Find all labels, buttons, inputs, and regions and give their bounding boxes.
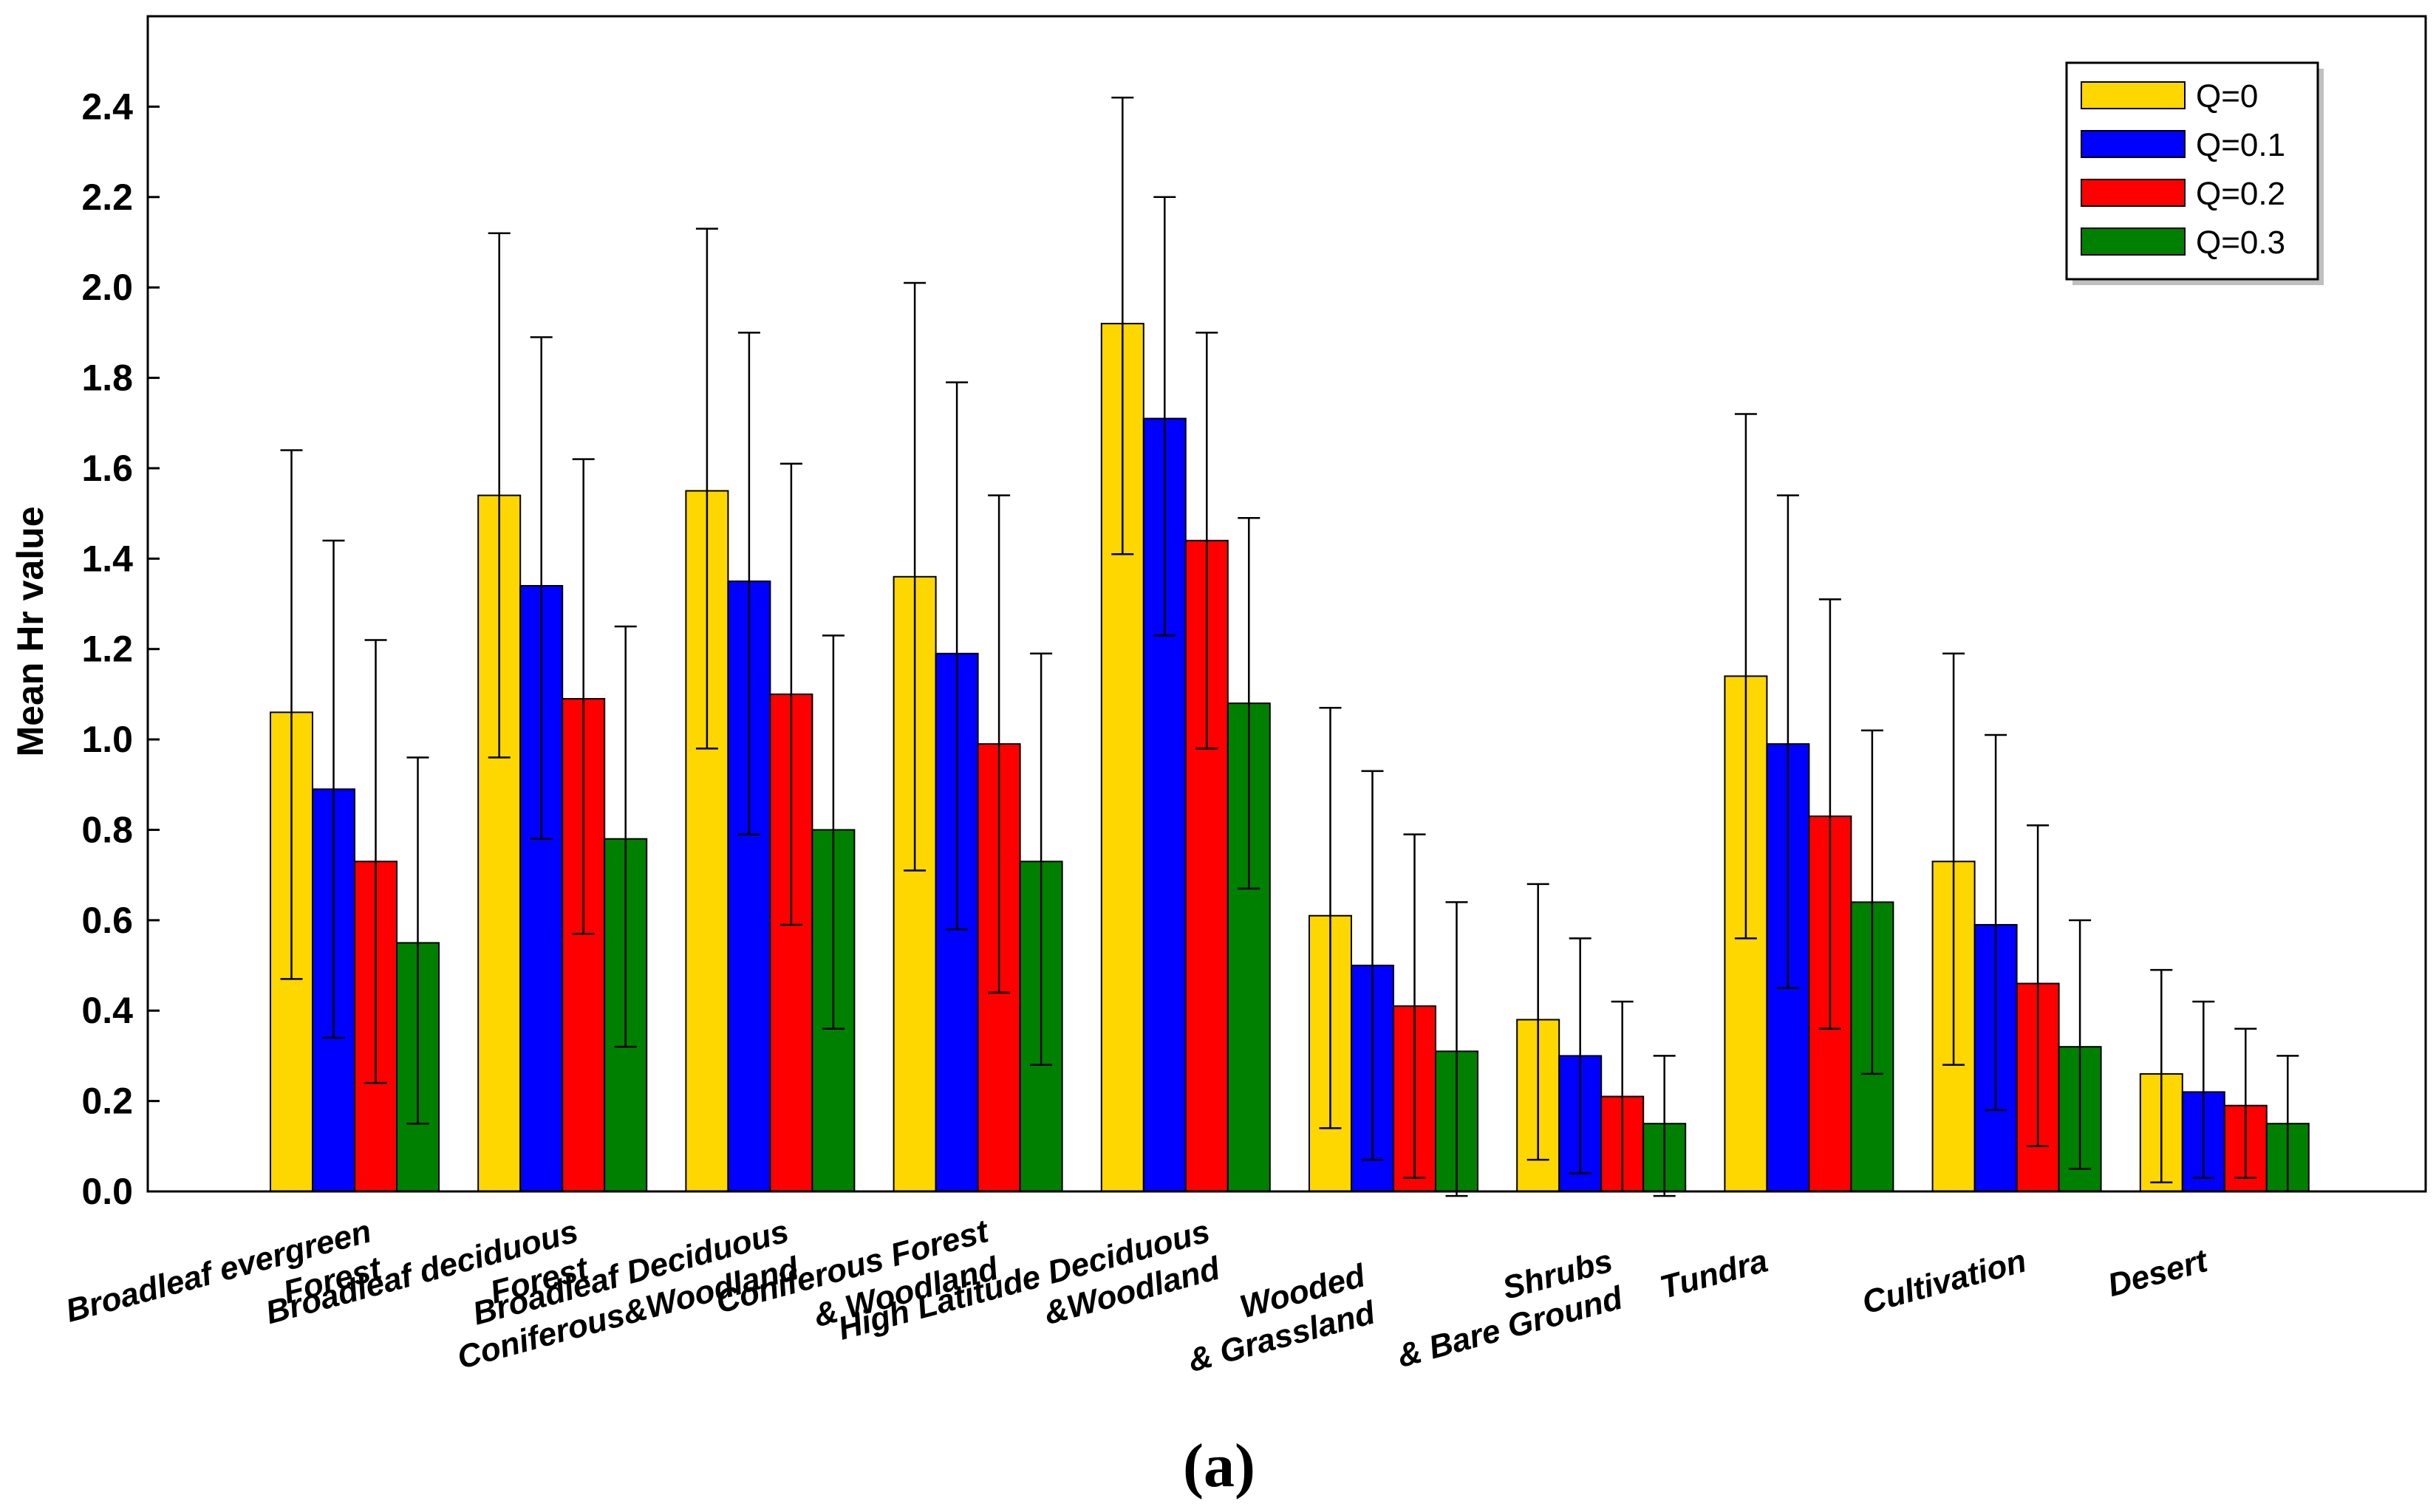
- y-tick-label: 0.0: [81, 1171, 133, 1212]
- legend-label: Q=0.3: [2196, 225, 2285, 261]
- legend-swatch: [2081, 81, 2186, 109]
- y-tick-label: 2.0: [81, 267, 133, 308]
- y-tick-label: 1.8: [81, 358, 133, 399]
- legend-swatch: [2081, 130, 2186, 158]
- legend-label: Q=0: [2196, 78, 2258, 114]
- legend-label: Q=0.2: [2196, 176, 2285, 212]
- y-tick-label: 1.0: [81, 719, 133, 760]
- figure-caption: (a): [1183, 1431, 1255, 1500]
- legend-label: Q=0.1: [2196, 127, 2285, 163]
- y-axis-label: Mean Hr value: [10, 506, 51, 756]
- y-tick-label: 1.4: [81, 538, 133, 579]
- y-tick-label: 1.2: [81, 629, 133, 670]
- y-axis: 0.0 0.2 0.4 0.6 0.8 1.0 1.2 1.4 1.6 1.8 2.0 2.2 2.4: [81, 86, 160, 1212]
- legend: Q=0 Q=0.1 Q=0.2 Q=0.3: [2065, 61, 2324, 285]
- legend-swatch: [2081, 179, 2186, 207]
- y-tick-label: 0.2: [81, 1081, 133, 1122]
- y-tick-label: 2.4: [81, 86, 133, 127]
- y-tick-label: 0.4: [81, 990, 133, 1031]
- y-tick-label: 2.2: [81, 177, 133, 218]
- y-tick-label: 0.8: [81, 809, 133, 850]
- plot-frame: [146, 15, 2427, 1193]
- y-tick-label: 0.6: [81, 900, 133, 941]
- legend-swatch: [2081, 228, 2186, 256]
- y-tick-label: 1.6: [81, 448, 133, 489]
- error-bars-group: [280, 96, 2299, 1197]
